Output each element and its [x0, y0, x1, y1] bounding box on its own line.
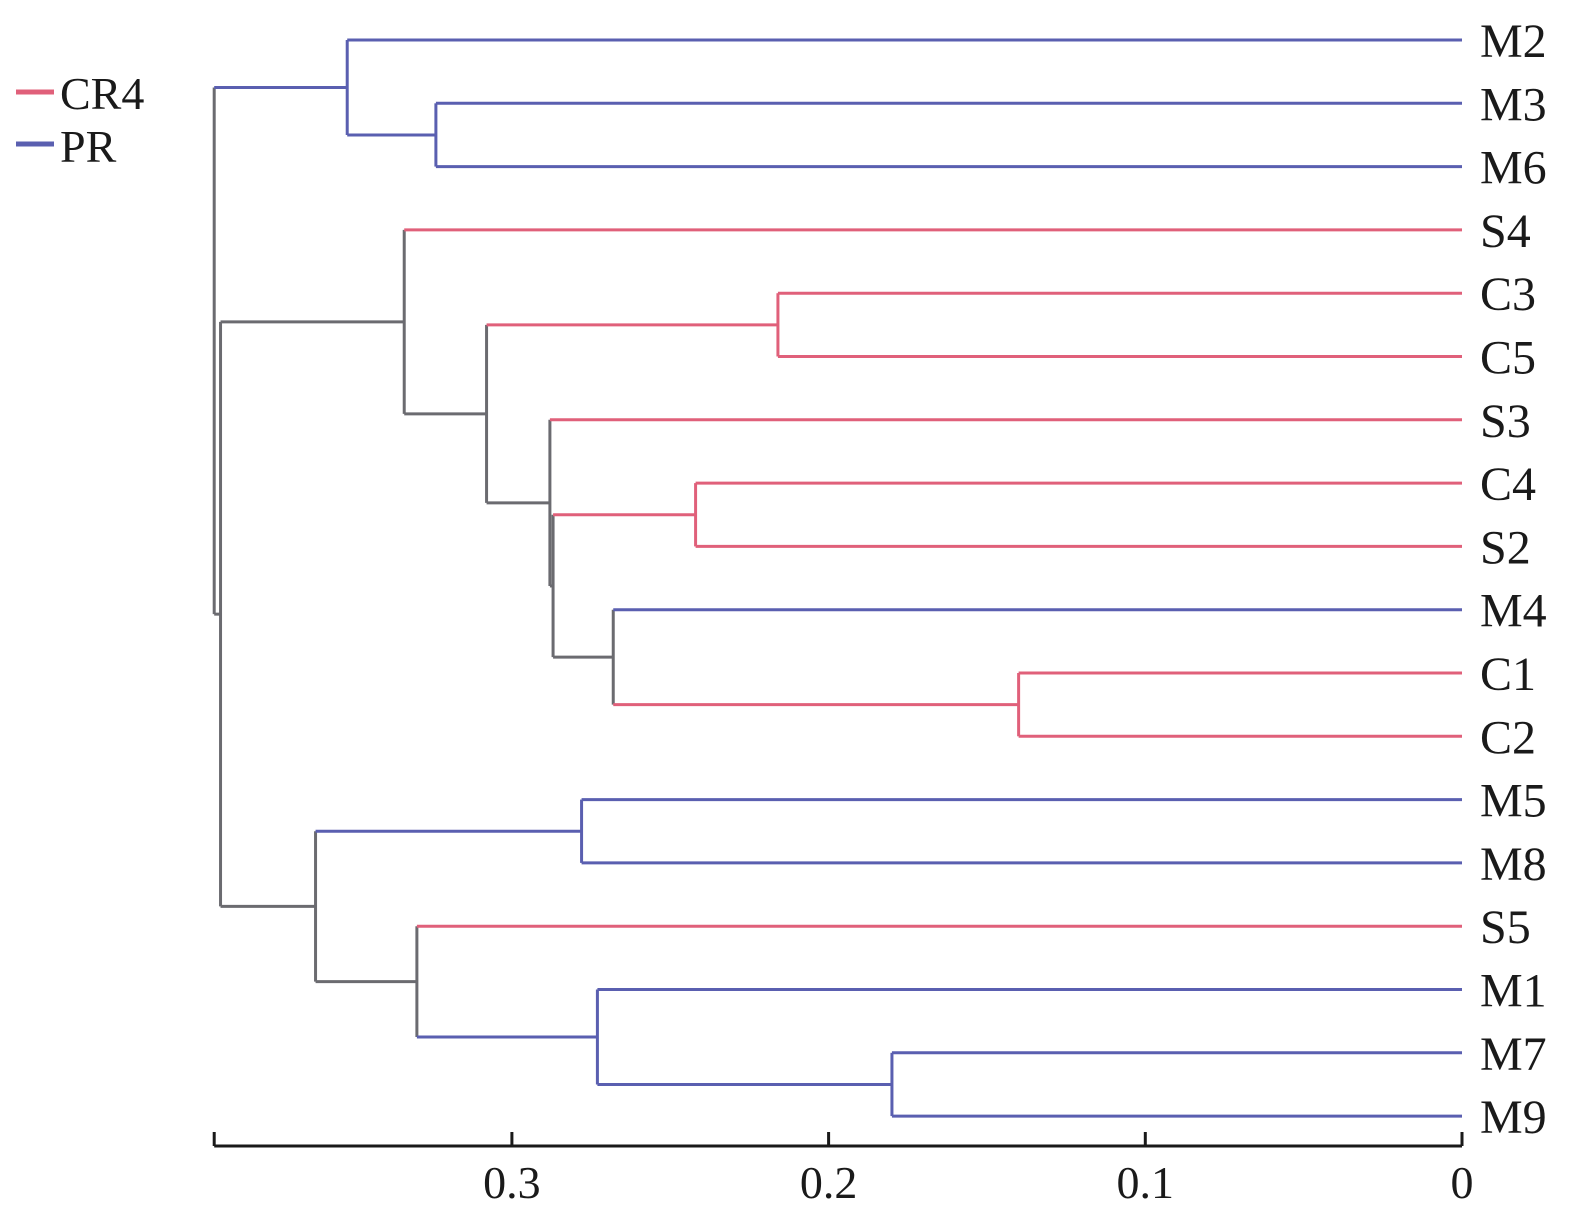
leaf-label-s4: S4 [1480, 205, 1531, 258]
legend-label-cr4: CR4 [60, 68, 144, 119]
leaf-label-m7: M7 [1480, 1028, 1547, 1081]
leaf-label-m2: M2 [1480, 15, 1547, 68]
x-tick-label: 0.3 [483, 1157, 541, 1208]
leaf-label-c2: C2 [1480, 711, 1536, 764]
leaf-label-c5: C5 [1480, 332, 1536, 385]
leaf-label-s5: S5 [1480, 901, 1531, 954]
leaf-label-m4: M4 [1480, 585, 1547, 638]
leaf-label-s2: S2 [1480, 521, 1531, 574]
leaf-label-m5: M5 [1480, 775, 1547, 828]
leaf-label-m3: M3 [1480, 78, 1547, 131]
x-axis: 0.3 0.2 0.1 0 [212, 1132, 1474, 1208]
dendrogram-links [212, 38, 1462, 1118]
leaf-labels: M2 M3 M6 S4 C3 C5 S3 C4 S2 M4 C1 C2 M5 M8 S5 M1 M7 M9 [1480, 15, 1547, 1144]
leaf-label-m1: M1 [1480, 965, 1547, 1018]
leaf-label-c1: C1 [1480, 648, 1536, 701]
x-tick-label: 0 [1451, 1157, 1474, 1208]
x-tick-label: 0.2 [800, 1157, 858, 1208]
legend-label-pr: PR [60, 121, 117, 172]
leaf-label-c4: C4 [1480, 458, 1536, 511]
leaf-label-c3: C3 [1480, 268, 1536, 321]
leaf-label-s3: S3 [1480, 395, 1531, 448]
leaf-label-m6: M6 [1480, 142, 1547, 195]
legend: CR4 PR [16, 68, 144, 172]
leaf-label-m9: M9 [1480, 1091, 1547, 1144]
leaf-label-m8: M8 [1480, 838, 1547, 891]
x-tick-label: 0.1 [1117, 1157, 1175, 1208]
